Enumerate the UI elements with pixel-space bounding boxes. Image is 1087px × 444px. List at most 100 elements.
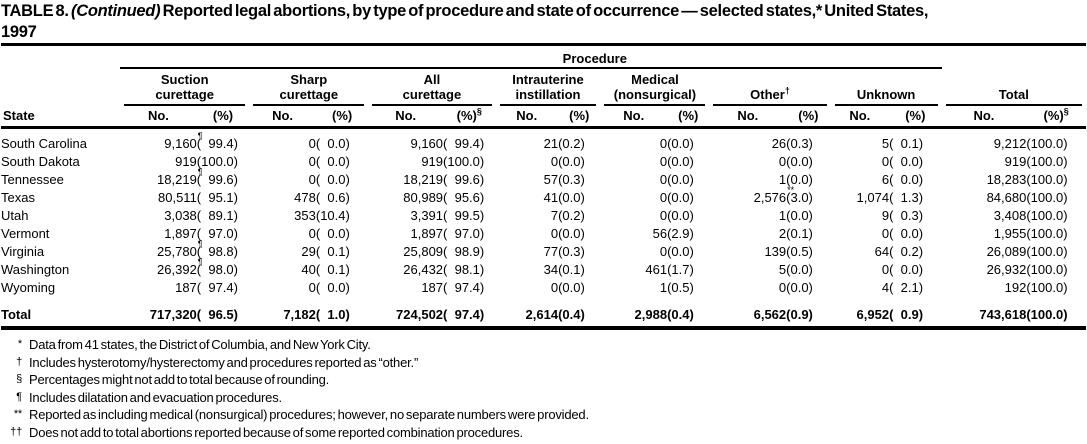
no-cell: 34	[543, 262, 559, 277]
pct-cell: ( 0.0)	[315, 226, 350, 241]
no-cell: 0	[659, 244, 668, 259]
procedure-span-cell: Procedure	[120, 44, 942, 69]
footnote-marker: ††	[10, 425, 22, 438]
pct-cell: ( 0.0)	[315, 136, 350, 151]
no-cell: 0	[659, 172, 668, 187]
pct-cell: ( 0.0)	[889, 154, 924, 169]
procedure-span-row: Procedure	[1, 44, 1086, 69]
no-cell: 192	[1004, 280, 1027, 295]
pct-cell: ( 99.4)	[443, 136, 485, 151]
no-cell: 7	[550, 208, 559, 223]
subheader-pct: (%)	[558, 106, 601, 129]
pct-cell: ( 0.1)	[889, 136, 924, 151]
table-row-wyoming: Wyoming 187( 97.4) 0( 0.0) 187( 97.4) 0 (0.0)…	[1, 277, 1086, 295]
no-cell: 0	[659, 208, 668, 223]
no-cell: 64	[874, 244, 890, 259]
subheader-no: No.	[941, 106, 1027, 129]
table-continued-label: (Continued)	[71, 2, 161, 20]
column-group-row: Suction curettage Sharp curettage All curetta…	[1, 68, 1086, 106]
pct-cell: ( 99.5)	[443, 208, 485, 223]
no-cell: 2,576 **	[753, 185, 795, 206]
no-cell: 18,283	[986, 172, 1027, 187]
no-cell: 26,392 ¶	[157, 257, 203, 278]
subheader-pct: (%)§	[1026, 106, 1086, 129]
no-cell: 6,952	[856, 307, 890, 322]
no-cell: 5	[881, 136, 890, 151]
pct-cell: (0.5)	[786, 244, 813, 259]
no-cell: 9	[881, 208, 890, 223]
pct-cell: (0.0)	[667, 154, 694, 169]
no-cell: 0	[308, 280, 316, 295]
no-cell: 1	[659, 280, 668, 295]
pct-cell: (0.3)	[558, 172, 585, 187]
footnote-text: Reported as including medical (nonsurgic…	[29, 407, 589, 422]
pct-cell: ( 0.0)	[315, 172, 350, 187]
pct-cell: ( 89.1)	[196, 208, 238, 223]
subheader-pct: (%)	[196, 106, 250, 129]
no-cell: 2,614	[525, 307, 559, 322]
column-group-medical-nonsurgical: Medical (nonsurgical)	[600, 68, 709, 106]
state-cell: Tennessee	[1, 172, 64, 187]
no-cell: 0	[659, 136, 668, 151]
no-cell: 84,680	[986, 190, 1027, 205]
no-cell: 18,219 ¶	[157, 167, 203, 188]
table-row-texas: Texas 80,511( 95.1) 478( 0.6) 80,989( 95.6)…	[1, 185, 1086, 206]
pct-cell: ( 97.4)	[443, 307, 485, 322]
pct-cell: ( 97.0)	[443, 226, 485, 241]
footnote-text: Percentages might not add to total becau…	[29, 372, 330, 387]
no-cell: 80,989	[403, 190, 444, 205]
footnote-dilatation: ¶ Includes dilatation and evacuation proc…	[2, 389, 1085, 407]
pct-cell: ( 99.6)	[443, 172, 485, 187]
pct-cell: (100.0)	[1026, 244, 1068, 259]
no-cell: 461	[645, 262, 668, 277]
no-cell: 5	[778, 262, 787, 277]
pct-cell: (0.9)	[786, 307, 813, 322]
no-cell: 0	[308, 136, 316, 151]
header-spacer	[1, 45, 120, 69]
no-cell: 139	[764, 244, 787, 259]
subheader-pct: (%)	[889, 106, 942, 129]
subheader-pct: (%)§	[443, 106, 496, 129]
table-header: Procedure Suction curettage Sharp curettage…	[1, 44, 1086, 129]
no-cell: 0	[778, 154, 787, 169]
subheader-pct: (%)	[667, 106, 710, 129]
table-row-south-carolina: South Carolina 9,160 ¶( 99.4) 0( 0.0) 9,160(…	[1, 128, 1086, 152]
pct-cell: (0.0)	[667, 136, 694, 151]
no-cell: 21	[543, 136, 559, 151]
footnote-text: Does not add to total abortions reported…	[29, 424, 523, 440]
pct-cell: (0.2)	[558, 208, 585, 223]
footnote-states: * Data from 41 states, the District of Co…	[2, 336, 1085, 354]
no-cell: 0	[881, 262, 890, 277]
no-cell: 1,074	[856, 190, 890, 205]
pct-cell: ( 95.1)	[196, 190, 238, 205]
pct-cell: (100.0)	[1026, 136, 1068, 151]
abortions-by-procedure-table: Procedure Suction curettage Sharp curettage…	[1, 43, 1086, 330]
pct-cell: ( 0.3)	[889, 208, 924, 223]
pct-cell: (0.0)	[558, 226, 585, 241]
footnote-medical: ** Reported as including medical (nonsurg…	[2, 406, 1085, 424]
pct-cell: (100.0)	[1026, 307, 1068, 322]
pct-cell: (0.0)	[667, 190, 694, 205]
pct-cell: ( 0.0)	[889, 226, 924, 241]
pct-cell: ( 98.0)	[196, 262, 238, 277]
no-cell: 919	[175, 154, 197, 169]
no-cell: 57	[543, 172, 559, 187]
no-cell: 0	[881, 154, 890, 169]
pct-cell: ( 98.8)	[196, 244, 238, 259]
pct-cell: ( 0.2)	[889, 244, 924, 259]
pct-cell: (100.0)	[1026, 190, 1068, 205]
pct-cell: (0.3)	[786, 136, 813, 151]
pct-cell: (0.1)	[786, 226, 813, 241]
no-cell: 1,897	[410, 226, 444, 241]
subheader-no: No.	[495, 106, 559, 129]
pct-cell: (0.0)	[558, 154, 585, 169]
no-cell: 26	[771, 136, 787, 151]
state-cell: South Carolina	[1, 136, 87, 151]
no-cell: 6	[881, 172, 890, 187]
pct-cell: ( 0.1)	[315, 244, 350, 259]
pct-cell: (0.4)	[558, 307, 585, 322]
table-body: South Carolina 9,160 ¶( 99.4) 0( 0.0) 9,160(…	[1, 128, 1086, 329]
table-row-south-dakota: South Dakota 919 (100.0) 0( 0.0) 919 (100.0) 0…	[1, 151, 1086, 169]
pct-cell: (100.0)	[1026, 154, 1068, 169]
no-cell: 40	[301, 262, 316, 277]
